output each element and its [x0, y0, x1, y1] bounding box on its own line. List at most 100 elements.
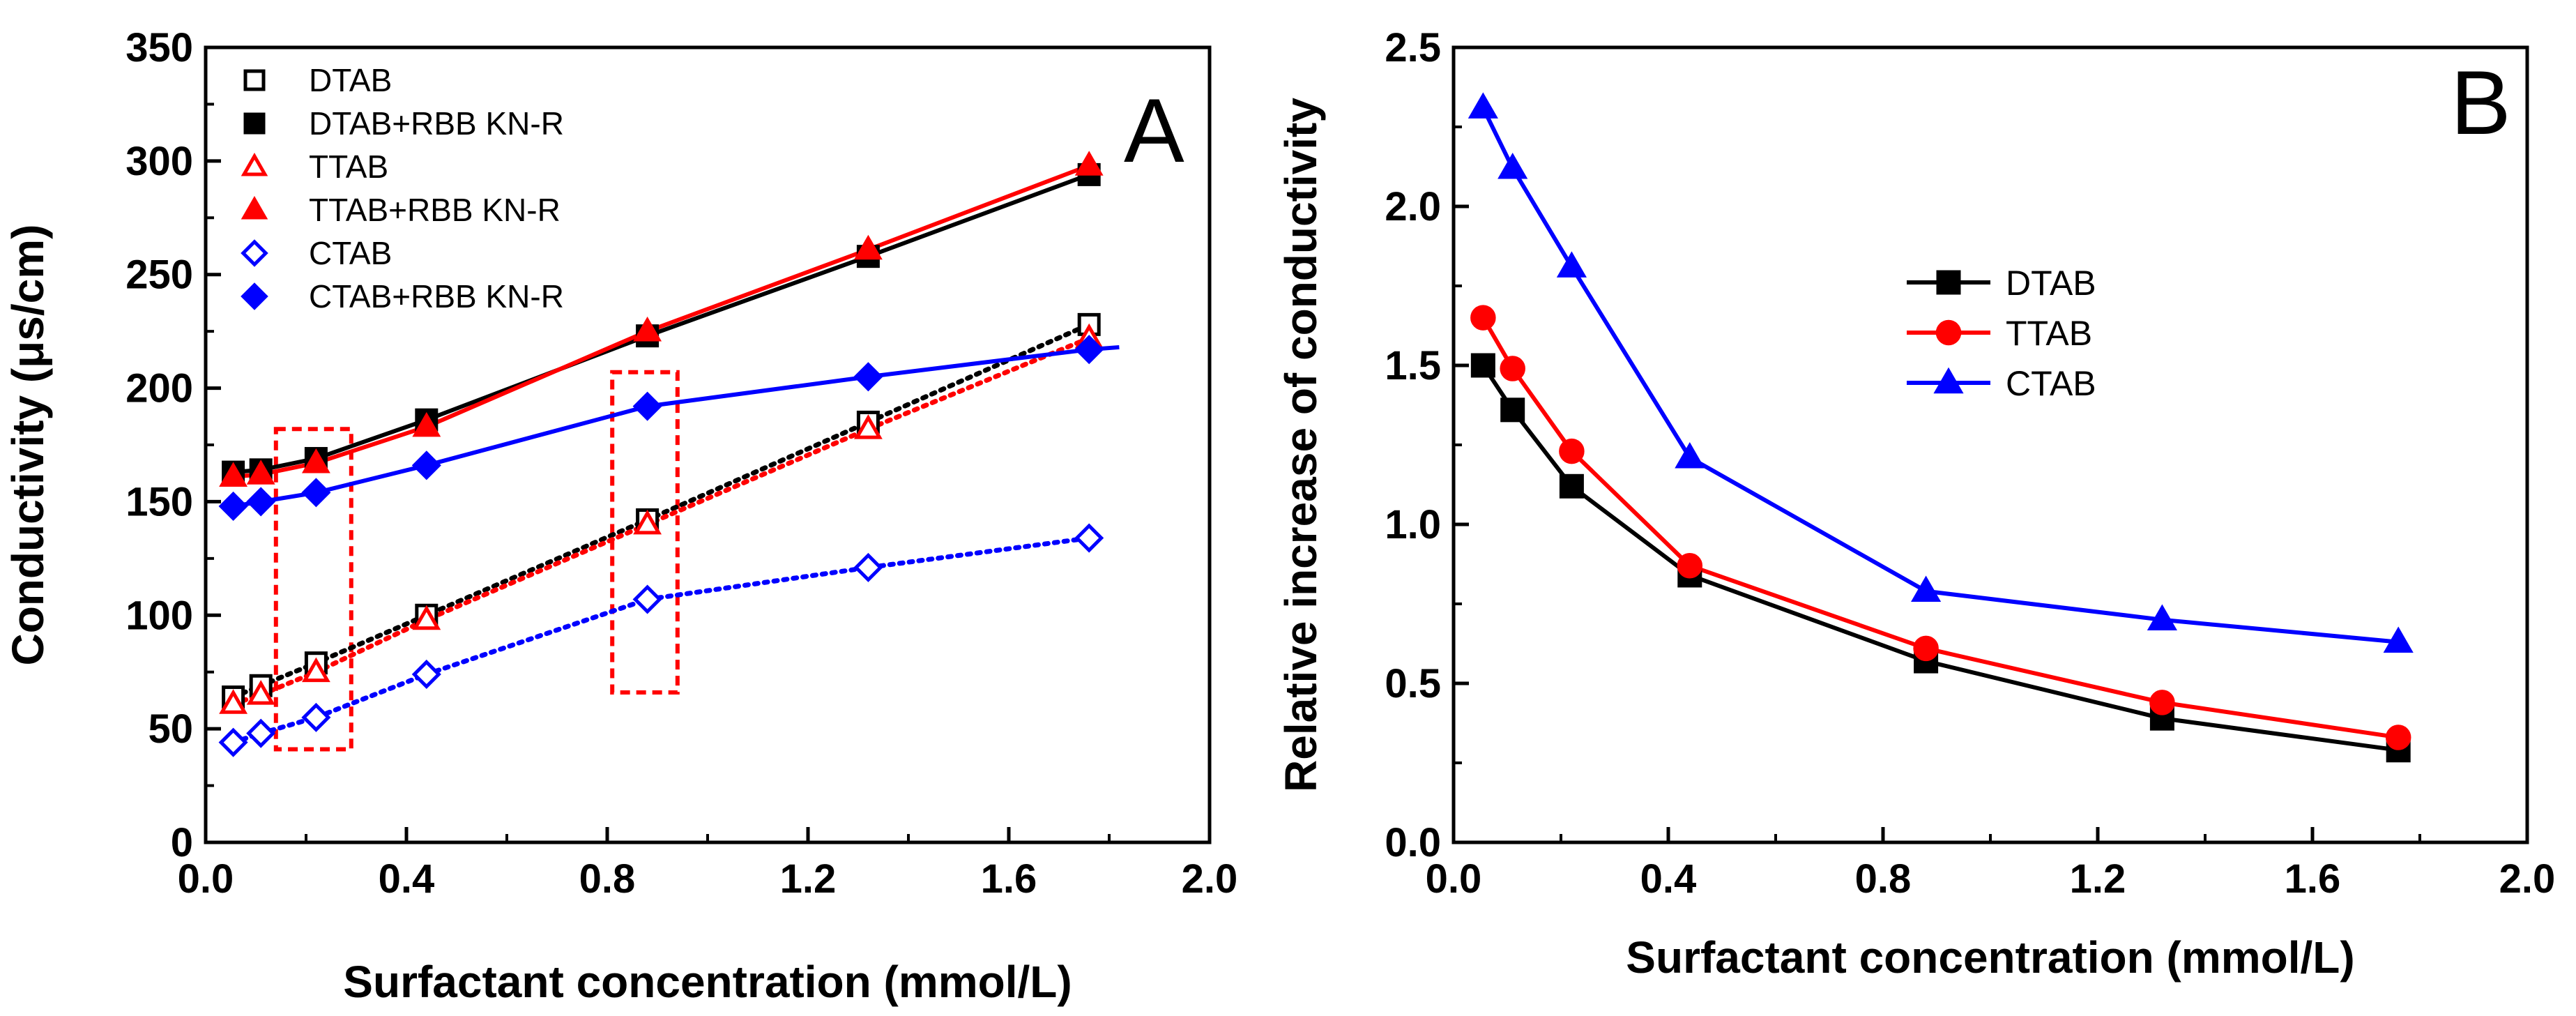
x-tick-label: 0.4: [379, 856, 435, 902]
y-tick-label: 1.0: [1385, 502, 1441, 547]
data-point-dtab: [1500, 397, 1525, 423]
data-point-ttab: [1677, 553, 1703, 579]
y-tick-label: 100: [125, 593, 193, 638]
data-point-ctab: [632, 584, 662, 614]
panel-b-plot-content: [1468, 92, 2414, 763]
panel-b: 0.0 0.4 0.8 1.2 1.6 2.0 0.0 0.5 1.0 1.5 2.0 2.5 Sur…: [1276, 25, 2555, 983]
data-point-ctab: [1911, 575, 1942, 602]
data-point-ctab: [1468, 92, 1498, 119]
data-point-ttab: [1559, 438, 1585, 464]
legend-label: DTAB: [309, 62, 392, 98]
x-tick-label: 2.0: [2499, 856, 2556, 902]
data-point-ctab: [2383, 626, 2414, 653]
data-point-ctab: [853, 552, 883, 582]
data-point-ctab-rbb-kn-r: [853, 362, 883, 392]
y-tick-label: 300: [125, 139, 193, 184]
dashed-highlight-box-2: [610, 370, 680, 695]
data-point-ttab-rbb-kn-r: [246, 460, 275, 485]
panel-b-y-axis-title: Relative increase of conductivity: [1276, 98, 1326, 792]
data-point-ctab: [411, 659, 441, 690]
x-tick-label: 1.6: [981, 856, 1037, 902]
legend-label: DTAB: [2006, 264, 2096, 303]
legend-label: CTAB+RBB KN-R: [309, 278, 564, 314]
data-point-dtab: [1559, 473, 1584, 499]
x-tick-label: 1.6: [2285, 856, 2341, 902]
panel-b-plot-frame: [1451, 45, 2529, 844]
series-line-ctab: [231, 536, 1092, 745]
data-point-dtab: [1470, 353, 1495, 378]
data-point-ctab: [1675, 441, 1705, 469]
panel-a-letter: A: [1124, 79, 1184, 181]
legend-marker-ctab: [1933, 367, 1964, 394]
data-point-ttab: [246, 680, 275, 705]
x-tick-label: 0.8: [579, 856, 636, 902]
panel-b-ticks: 0.0 0.4 0.8 1.2 1.6 2.0 0.0 0.5 1.0 1.5 2.0 2.5: [1385, 25, 2555, 902]
data-point-ctab: [1074, 523, 1104, 553]
data-point-ttab-rbb-kn-r: [412, 411, 441, 437]
data-point-ttab: [412, 605, 441, 630]
series-line-ttab: [1481, 317, 2399, 740]
data-point-ttab: [853, 414, 883, 439]
data-point-ttab-rbb-kn-r: [1074, 151, 1104, 176]
series-line-ctab: [1481, 107, 2399, 644]
panel-a-x-axis-title: Surfactant concentration (mmol/L): [343, 957, 1072, 1007]
data-point-ttab: [2149, 690, 2175, 715]
legend-marker-ttab-rbb-kn-r: [241, 196, 268, 220]
data-point-ctab: [301, 702, 331, 732]
legend-marker-dtab: [243, 69, 266, 91]
y-tick-label: 250: [125, 252, 193, 298]
series-line-ttab: [231, 335, 1092, 706]
x-tick-label: 2.0: [1182, 856, 1238, 902]
data-point-ctab-rbb-kn-r: [218, 491, 248, 521]
legend-label: DTAB+RBB KN-R: [309, 105, 564, 142]
data-point-ctab-rbb-kn-r: [301, 478, 331, 508]
series-line-dtab: [231, 321, 1092, 700]
data-point-ttab-rbb-kn-r: [301, 448, 330, 473]
panel-b-x-axis-title: Surfactant concentration (mmol/L): [1626, 932, 2354, 983]
panel-a: 0.0 0.4 0.8 1.2 1.6 2.0050100150200250300350 …: [3, 25, 1237, 1007]
legend-marker-ctab: [241, 239, 268, 267]
data-point-ctab-rbb-kn-r: [246, 487, 276, 517]
data-point-ctab: [2147, 604, 2177, 631]
legend-label: TTAB: [309, 149, 388, 185]
data-point-ttab-rbb-kn-r: [219, 462, 248, 487]
dashed-highlight-box-1: [273, 427, 353, 752]
data-point-ttab: [1913, 635, 1939, 662]
y-tick-label: 350: [125, 25, 193, 70]
legend-label: CTAB: [2006, 364, 2096, 403]
panel-a-legend: DTAB DTAB+RBB KN-R TTAB TTAB+RBB KN-R CTAB CT…: [241, 62, 564, 314]
y-tick-label: 0: [171, 820, 193, 865]
legend-marker-dtab: [1936, 270, 1961, 295]
x-tick-label: 0.4: [1640, 856, 1697, 902]
data-point-ttab: [1470, 305, 1496, 331]
data-point-ttab: [2385, 725, 2411, 750]
x-tick-label: 0.8: [1855, 856, 1912, 902]
data-point-ctab: [1556, 251, 1587, 278]
data-point-ttab-rbb-kn-r: [633, 317, 662, 342]
data-point-ttab-rbb-kn-r: [853, 234, 883, 260]
data-point-ctab: [246, 718, 276, 748]
y-tick-label: 0.0: [1385, 820, 1441, 865]
y-tick-label: 2.5: [1385, 25, 1441, 70]
panel-a-y-axis-title: Conductivity (μs/cm): [3, 225, 53, 666]
data-point-ttab: [219, 689, 248, 714]
y-tick-label: 1.5: [1385, 343, 1441, 388]
x-tick-label: 1.2: [2070, 856, 2126, 902]
y-tick-label: 0.5: [1385, 661, 1441, 706]
legend-label: CTAB: [309, 235, 392, 271]
x-tick-label: 1.2: [780, 856, 837, 902]
panel-b-letter: B: [2451, 52, 2511, 153]
data-point-ttab: [633, 509, 662, 535]
data-point-ctab-rbb-kn-r: [411, 450, 441, 480]
panel-a-ticks: 0.0 0.4 0.8 1.2 1.6 2.0 0 50 100 150 200 250 300 350: [125, 25, 1237, 902]
x-tick-label: 0.0: [1426, 856, 1482, 902]
legend-label: TTAB: [2006, 314, 2092, 353]
legend-marker-ctab-rbb-kn-r: [241, 282, 268, 310]
data-point-ctab: [1497, 153, 1528, 179]
panel-b-legend: DTAB TTAB CTAB: [1907, 264, 2096, 403]
y-tick-label: 50: [148, 706, 193, 752]
x-tick-label: 0.0: [178, 856, 234, 902]
legend-marker-ttab: [1935, 319, 1962, 346]
data-point-ctab: [218, 727, 248, 757]
series-line-extension: [1088, 344, 1120, 352]
